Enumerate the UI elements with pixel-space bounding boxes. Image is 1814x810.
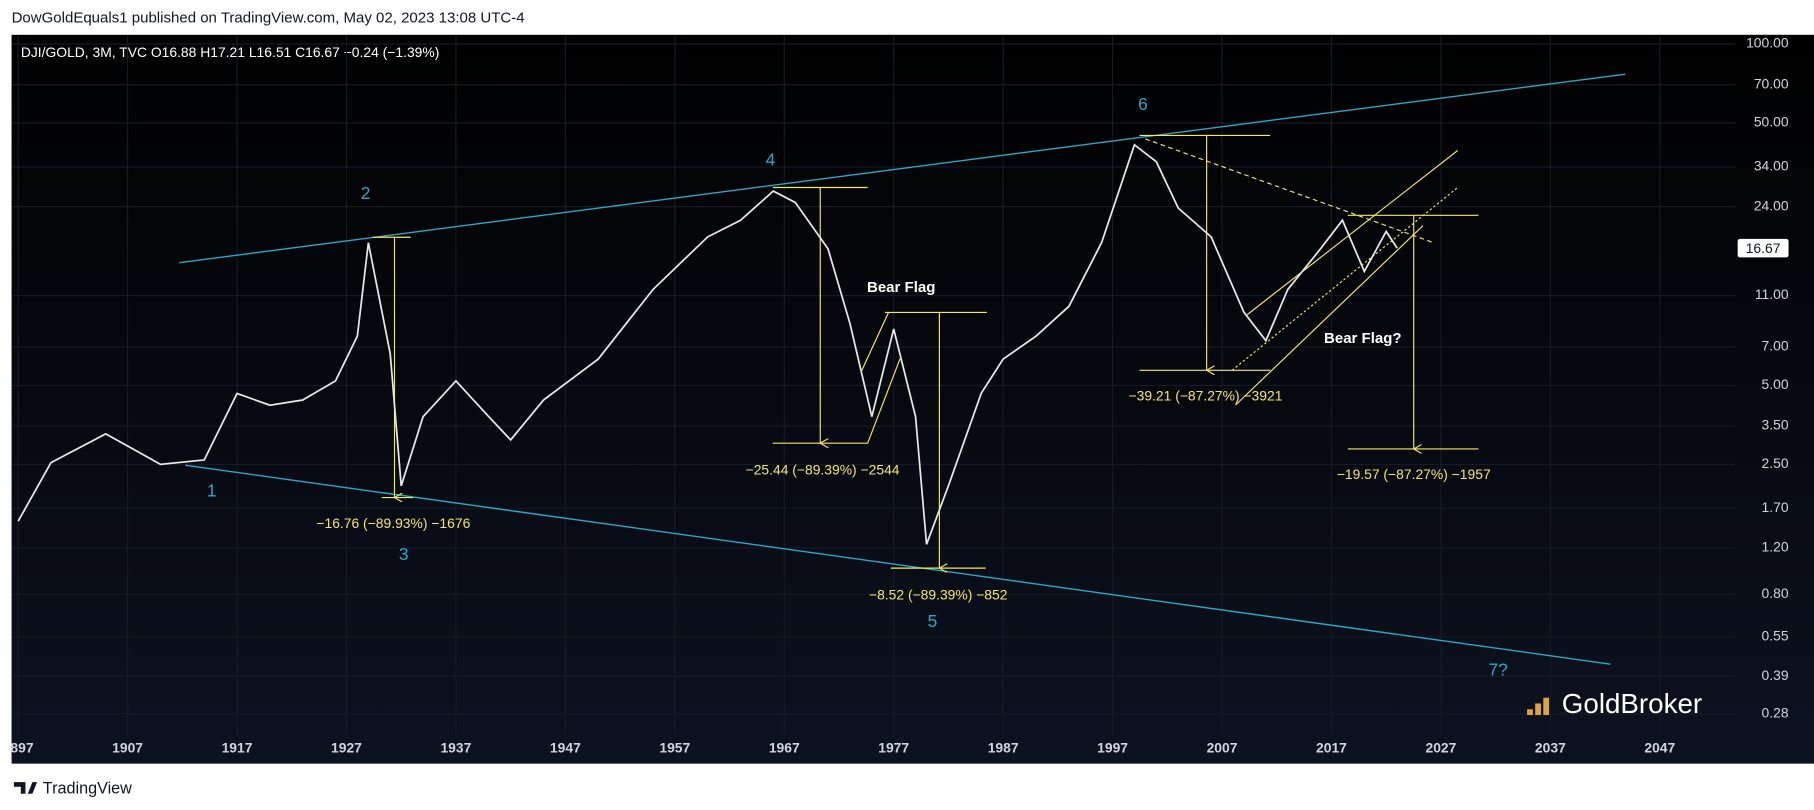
annotation: 7? — [1489, 660, 1508, 680]
x-tick-label: 2047 — [1644, 739, 1675, 755]
x-tick-label: 1897 — [3, 739, 34, 755]
y-tick-label: 1.70 — [1762, 499, 1789, 515]
upper-trend-line — [179, 73, 1626, 264]
price-line — [17, 143, 1398, 545]
annotation: 5 — [928, 611, 938, 631]
drawings — [179, 73, 1626, 665]
annotation: Bear Flag? — [1324, 330, 1402, 347]
y-tick-label: 50.00 — [1754, 114, 1789, 130]
header: DowGoldEquals1 published on TradingView.… — [12, 10, 525, 27]
y-tick-label: 70.00 — [1754, 75, 1789, 91]
y-tick-label: 0.80 — [1762, 585, 1789, 601]
annotation: −8.52 (−89.39%) −852 — [869, 587, 1008, 603]
price-tag — [1737, 238, 1789, 258]
grid: 1897 1907 1917 1927 1937 1947 1957 1967 1977 1987… — [3, 34, 1736, 755]
annotation: −19.57 (−87.27%) −1957 — [1337, 466, 1491, 482]
lower-trend-line — [185, 464, 1611, 665]
y-tick-label: 3.50 — [1762, 417, 1789, 433]
x-tick-label: 1997 — [1097, 739, 1128, 755]
x-tick-label: 1927 — [331, 739, 362, 755]
annotation: −16.76 (−89.93%) −1676 — [316, 515, 470, 531]
plot-area — [11, 34, 1814, 764]
footer: TradingView — [43, 779, 132, 797]
y-tick-label: 0.55 — [1762, 628, 1789, 644]
y-tick-label: 7.00 — [1762, 338, 1789, 354]
y-tick-label: 24.00 — [1754, 197, 1789, 213]
x-tick-label: 2037 — [1535, 739, 1566, 755]
measure-lines — [372, 134, 1479, 568]
x-tick-label: 2017 — [1316, 739, 1347, 755]
x-tick-label: 1947 — [550, 739, 581, 755]
annotation: 6 — [1138, 94, 1148, 114]
annotation: −39.21 (−87.27%) −3921 — [1129, 388, 1283, 404]
y-tick-label: 34.00 — [1754, 158, 1789, 174]
annotation: 4 — [766, 149, 776, 169]
annotation: Bear Flag — [867, 279, 935, 296]
y-tick-label: 1.20 — [1762, 539, 1789, 555]
x-tick-label: 1967 — [769, 739, 800, 755]
labels: 100.00 70.00 50.00 34.00 24.00 11.00 7.00 5.00 3… — [207, 35, 1789, 721]
watermark-logo: GoldBroker — [1527, 688, 1702, 719]
x-tick-label: 1917 — [222, 739, 253, 755]
y-tick-label: 11.00 — [1755, 286, 1789, 302]
x-tick-label: 1907 — [112, 739, 143, 755]
footer-logo: TradingView — [13, 779, 132, 797]
price-tag-label: 16.67 — [1746, 240, 1781, 256]
series-layer — [17, 143, 1398, 545]
x-tick-label: 1937 — [440, 739, 471, 755]
x-tick-label: 1957 — [659, 739, 690, 755]
x-tick-label: 1977 — [878, 739, 909, 755]
y-tick-label: 2.50 — [1762, 455, 1789, 471]
legend: DJI/GOLD, 3M, TVC O16.88 H17.21 L16.51 C… — [21, 44, 440, 60]
y-tick-label: 100.00 — [1746, 35, 1789, 51]
annotation: 1 — [207, 480, 217, 500]
annotation: −25.44 (−89.39%) −2544 — [746, 462, 900, 478]
x-tick-label: 2007 — [1207, 739, 1238, 755]
annotation: 2 — [361, 183, 371, 203]
y-tick-label: 0.39 — [1762, 667, 1789, 683]
x-tick-label: 1987 — [988, 739, 1019, 755]
y-tick-label: 5.00 — [1762, 376, 1789, 392]
x-tick-label: 2027 — [1425, 739, 1456, 755]
annotation: 3 — [399, 544, 409, 564]
watermark: GoldBroker — [1562, 688, 1702, 719]
y-tick-label: 0.28 — [1762, 705, 1789, 721]
